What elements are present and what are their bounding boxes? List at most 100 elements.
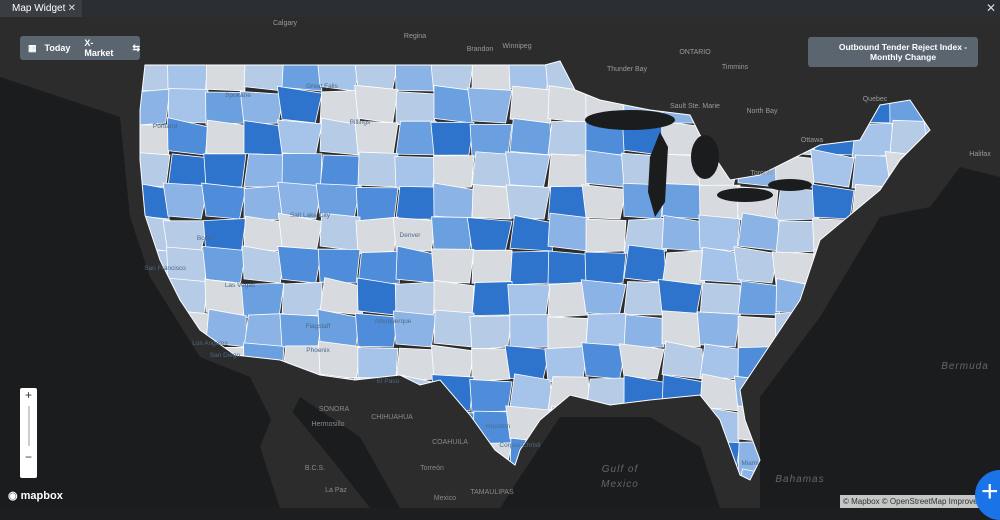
region [140, 88, 171, 127]
region [205, 119, 247, 156]
place-label: San Diego [210, 352, 241, 359]
close-button[interactable]: ✕ [985, 1, 996, 15]
region [281, 281, 323, 318]
tab-close[interactable]: ✕ [67, 3, 76, 14]
region [357, 151, 399, 188]
region [319, 154, 362, 189]
region [466, 217, 513, 252]
zoom-control: + − [20, 388, 37, 478]
place-label: La Paz [325, 487, 347, 494]
place-label: Winnipeg [502, 43, 531, 50]
place-label: Regina [404, 33, 426, 40]
baja [260, 397, 370, 508]
place-label: Bermuda [941, 361, 989, 372]
region [698, 214, 741, 252]
place-label: ONTARIO [679, 49, 711, 56]
place-label: Las Vegas [225, 282, 256, 289]
region [547, 250, 589, 285]
region [277, 181, 323, 220]
legend[interactable]: Outbound Tender Reject Index - Monthly C… [808, 37, 978, 67]
place-label: San Francisco [144, 265, 186, 272]
place-label: COAHUILA [432, 439, 468, 446]
place-label: SONORA [319, 406, 350, 413]
region [585, 218, 627, 253]
region [471, 249, 513, 284]
region [733, 246, 779, 284]
date-button[interactable]: Today [44, 43, 71, 53]
place-label: Los Angeles [192, 340, 228, 347]
place-label: Flagstaff [306, 323, 331, 330]
region [162, 182, 209, 220]
place-label: Albuquerque [375, 318, 412, 325]
region [354, 120, 399, 156]
region [431, 248, 475, 284]
place-label: TAMAULIPAS [470, 489, 514, 496]
tab[interactable]: Map Widget ✕ [0, 0, 82, 17]
region [201, 182, 247, 220]
calendar-icon: ▦ [28, 42, 37, 53]
swap-icon[interactable]: ⇆ [132, 42, 140, 53]
place-label: Bahamas [775, 474, 824, 485]
place-label: El Paso [377, 378, 400, 385]
zoom-out[interactable]: − [24, 450, 32, 464]
tab-title: Map Widget [12, 3, 66, 14]
region [202, 245, 247, 284]
place-label: Halifax [969, 151, 991, 158]
region [584, 251, 627, 286]
region [509, 373, 554, 412]
region [471, 184, 513, 220]
region [394, 61, 437, 92]
region [699, 282, 742, 317]
region [507, 284, 551, 318]
region [357, 251, 400, 287]
region [737, 280, 780, 316]
region [467, 87, 513, 124]
region [544, 345, 589, 383]
region [509, 85, 552, 124]
region [471, 281, 514, 316]
region [810, 148, 855, 188]
place-label: Miami [741, 460, 758, 467]
credits-text: © Mapbox © OpenStreetMap Improve this ma… [843, 497, 1000, 506]
region [585, 312, 627, 348]
region [243, 215, 285, 252]
place-label: Torreón [420, 465, 444, 472]
region [618, 343, 665, 380]
map[interactable]: Calgary Regina Brandon Winnipeg ONTARIO Thund… [0, 17, 1000, 508]
region [317, 248, 361, 284]
region [547, 121, 591, 156]
region [395, 185, 439, 220]
place-label: Houston [486, 423, 511, 430]
place-label: Corpus Christi [499, 442, 540, 449]
region [279, 313, 323, 348]
region [277, 245, 323, 284]
region [243, 185, 285, 222]
region [775, 220, 818, 255]
place-label: Portland [153, 123, 178, 130]
place-label: Salt Lake City [290, 212, 331, 219]
market-button[interactable]: X-Market [84, 38, 114, 58]
region [547, 212, 589, 252]
legend-title: Outbound Tender Reject Index - Monthly C… [838, 42, 968, 62]
place-label: Thunder Bay [607, 66, 648, 73]
place-label: Billings [350, 119, 371, 126]
zoom-in[interactable]: + [24, 388, 32, 402]
region [509, 314, 551, 349]
attribution[interactable]: © Mapbox © OpenStreetMap Improve this ma… [840, 495, 1000, 508]
region [394, 155, 437, 190]
zoom-slider[interactable] [27, 406, 30, 446]
region [392, 310, 437, 348]
region [433, 309, 475, 348]
place-label: Boise [197, 235, 214, 242]
place-label: Brandon [467, 46, 494, 53]
region [623, 314, 665, 349]
place-label: CHIHUAHUA [371, 414, 413, 421]
place-label: Timmins [722, 64, 749, 71]
mapbox-logo[interactable]: ◉ mapbox [8, 490, 63, 502]
region [395, 91, 437, 126]
region [430, 121, 475, 156]
region [433, 182, 475, 220]
place-label: Phoenix [306, 347, 330, 354]
region [167, 88, 209, 124]
region [505, 151, 551, 188]
